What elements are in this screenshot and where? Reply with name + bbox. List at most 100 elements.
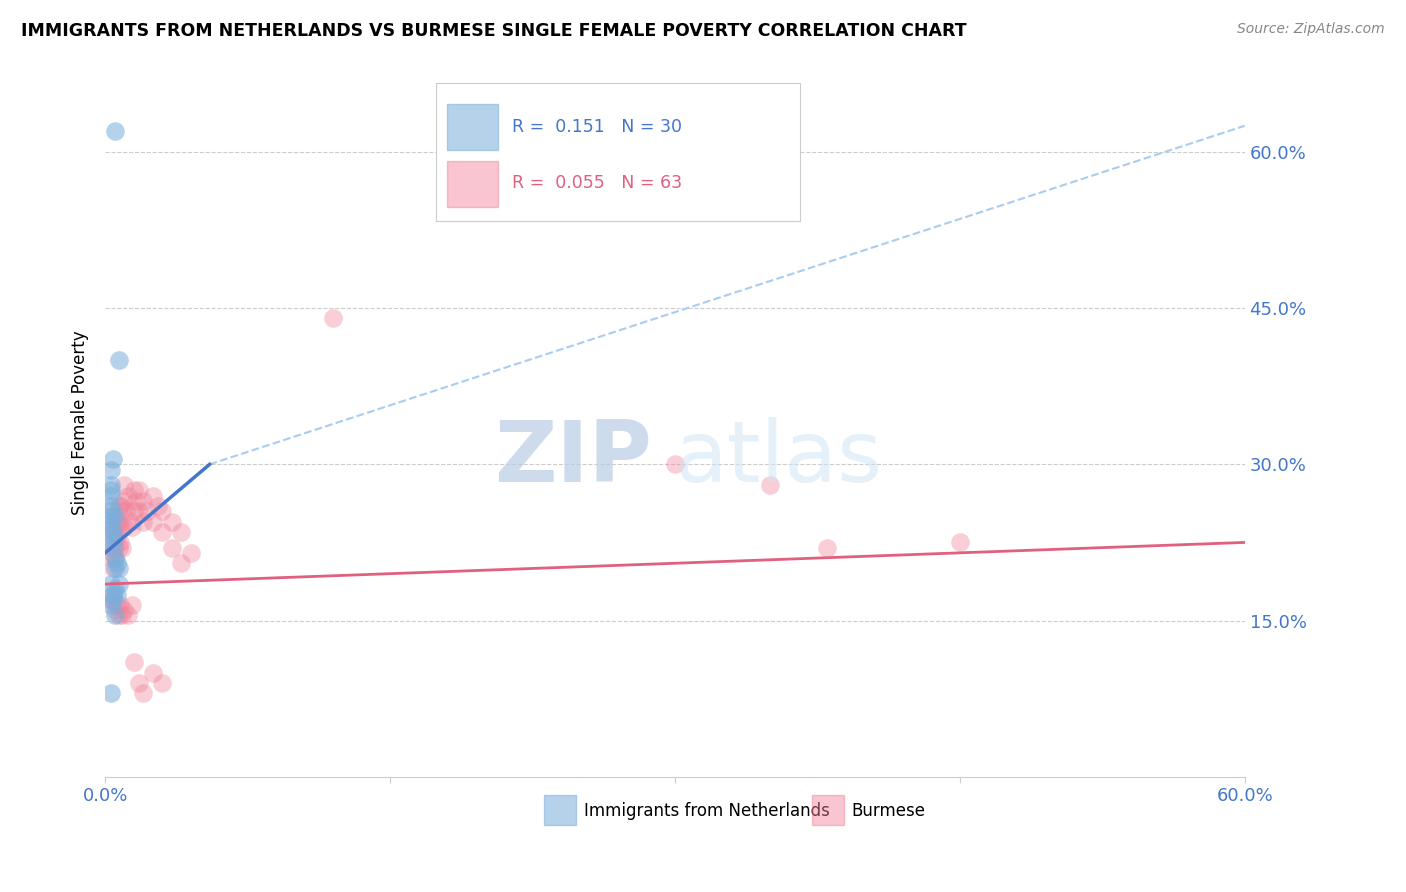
Point (148, 499, 170, 513)
Point (101, 524, 124, 539)
Point (110, 598, 132, 612)
Bar (544, 795, 576, 825)
Point (115, 504, 138, 518)
Point (150, 524, 173, 539)
Point (142, 489, 165, 503)
Point (105, 530, 128, 544)
Point (111, 608, 134, 623)
Point (104, 561, 127, 575)
Point (105, 598, 128, 612)
Point (112, 478, 135, 492)
Point (111, 541, 134, 555)
Point (110, 535, 132, 549)
Point (101, 530, 124, 544)
Point (107, 499, 129, 513)
Point (100, 489, 122, 503)
Point (118, 515, 141, 529)
Point (101, 535, 124, 549)
Text: Burmese: Burmese (852, 802, 925, 820)
Point (128, 676, 150, 690)
Point (104, 524, 127, 539)
Point (100, 478, 122, 492)
Point (122, 655, 145, 669)
Point (111, 504, 134, 518)
Point (100, 577, 122, 591)
Point (101, 587, 124, 601)
Text: Source: ZipAtlas.com: Source: ZipAtlas.com (1237, 22, 1385, 37)
Point (107, 353, 129, 368)
Point (101, 520, 124, 534)
Point (150, 676, 173, 690)
Point (142, 515, 165, 529)
Point (815, 541, 838, 555)
Point (104, 509, 127, 524)
Point (100, 520, 122, 534)
Point (664, 458, 686, 472)
Point (104, 582, 127, 597)
Point (100, 592, 122, 607)
Point (160, 541, 183, 555)
Point (104, 551, 127, 566)
Point (110, 499, 132, 513)
Text: R =  0.151   N = 30: R = 0.151 N = 30 (512, 118, 682, 136)
Point (100, 686, 122, 700)
Point (105, 515, 128, 529)
Point (170, 524, 193, 539)
Point (104, 551, 127, 566)
Point (117, 608, 139, 623)
Point (180, 546, 202, 560)
Point (100, 499, 122, 513)
Point (100, 483, 122, 498)
Y-axis label: Single Female Poverty: Single Female Poverty (72, 330, 89, 515)
Point (132, 493, 155, 508)
Point (105, 587, 128, 601)
Point (107, 577, 129, 591)
Point (100, 535, 122, 549)
Point (107, 608, 129, 623)
Point (136, 504, 159, 518)
Point (170, 556, 193, 570)
Point (122, 504, 145, 518)
Text: atlas: atlas (675, 417, 883, 500)
Point (132, 515, 155, 529)
Point (759, 478, 782, 492)
Point (101, 592, 124, 607)
Point (107, 541, 129, 555)
Bar (447, 104, 498, 150)
Point (104, 608, 127, 623)
Point (112, 603, 135, 617)
Point (100, 509, 122, 524)
Point (121, 520, 143, 534)
Point (101, 561, 124, 575)
Point (122, 483, 145, 498)
Point (110, 520, 132, 534)
Point (121, 598, 143, 612)
Text: R =  0.055   N = 63: R = 0.055 N = 63 (512, 174, 682, 193)
Point (100, 598, 122, 612)
Text: Immigrants from Netherlands: Immigrants from Netherlands (583, 802, 830, 820)
Point (128, 504, 150, 518)
Point (949, 535, 972, 549)
Bar (811, 795, 844, 825)
Point (101, 452, 124, 467)
Point (160, 515, 183, 529)
Point (101, 587, 124, 601)
Text: IMMIGRANTS FROM NETHERLANDS VS BURMESE SINGLE FEMALE POVERTY CORRELATION CHART: IMMIGRANTS FROM NETHERLANDS VS BURMESE S… (21, 22, 967, 40)
Point (101, 541, 124, 555)
Point (142, 665, 165, 680)
Point (117, 489, 139, 503)
Point (105, 556, 128, 570)
Bar (447, 161, 498, 207)
Point (112, 493, 135, 508)
Point (104, 124, 127, 138)
Point (107, 561, 129, 575)
Point (322, 311, 344, 326)
Point (112, 520, 135, 534)
Point (100, 462, 122, 476)
Text: ZIP: ZIP (495, 417, 652, 500)
Point (104, 603, 127, 617)
Point (132, 686, 155, 700)
Point (104, 541, 127, 555)
Point (100, 515, 122, 529)
Point (107, 515, 129, 529)
